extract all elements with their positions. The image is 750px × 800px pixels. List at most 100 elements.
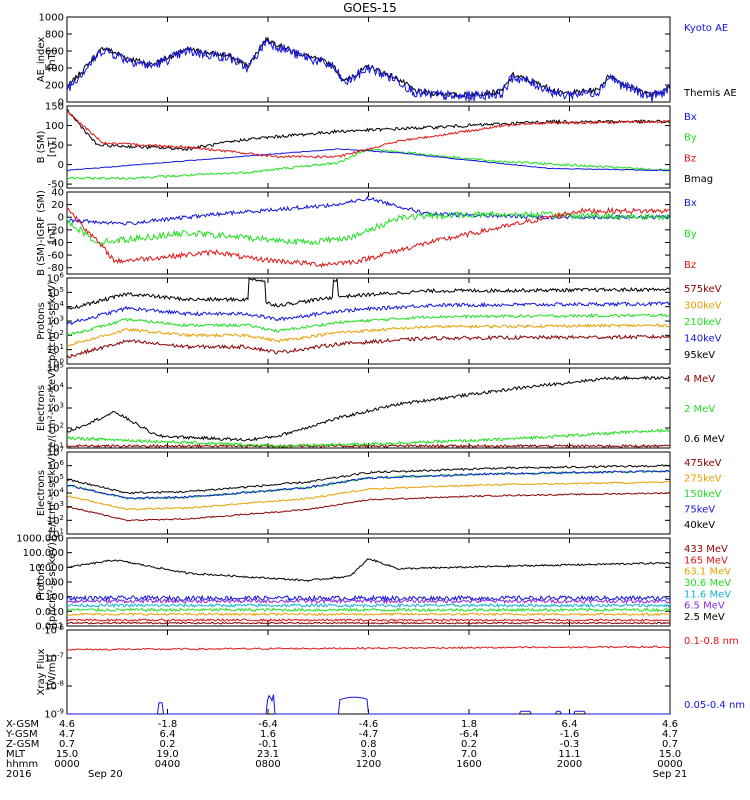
footer-value: 15.0 xyxy=(659,749,681,760)
series-bz xyxy=(66,206,671,269)
legend-by: By xyxy=(684,229,697,240)
footer-value: 11.1 xyxy=(558,749,580,760)
footer-value: 1600 xyxy=(456,759,481,770)
footer-row-label: 2016 xyxy=(6,769,31,780)
footer-value: 1200 xyxy=(356,759,381,770)
series-bz xyxy=(66,110,670,159)
legend-2-mev: 2 MeV xyxy=(684,404,715,415)
y-axis-label: Protons xyxy=(36,302,47,339)
legend-by: By xyxy=(684,133,697,144)
y-tick-label: 1.000 xyxy=(35,578,64,589)
series-bx xyxy=(66,195,671,226)
legend-210kev: 210keV xyxy=(684,317,722,328)
footer-row-label: X-GSM xyxy=(6,719,39,730)
footer-value: -0.3 xyxy=(560,739,580,750)
y-axis-label: Electrons xyxy=(36,385,47,431)
y-axis-label: Protons xyxy=(36,563,47,600)
legend-0-6-mev: 0.6 MeV xyxy=(684,434,725,445)
series-by xyxy=(66,148,671,181)
footer-value: Sep 21 xyxy=(653,769,688,780)
series-40kev xyxy=(66,464,671,495)
y-tick-label: 20 xyxy=(51,200,64,211)
legend-bx: Bx xyxy=(684,112,697,123)
y-tick-label: 1000.000 xyxy=(16,534,64,545)
panel-frame xyxy=(66,629,671,715)
y-axis-label: [p/(cm²-s-sr-keV)] xyxy=(47,538,58,626)
series-300kev xyxy=(66,323,671,347)
series-63.1mev xyxy=(66,612,671,617)
footer-value: Sep 20 xyxy=(88,769,123,780)
footer-row-label: Y-GSM xyxy=(5,729,38,740)
y-axis-label: [nT] xyxy=(47,137,58,157)
series-165mev xyxy=(66,618,671,623)
y-tick-label: 0.100 xyxy=(35,592,64,603)
y-axis-label: Xray Flux xyxy=(36,648,47,695)
legend-63-1-mev: 63.1 MeV xyxy=(684,567,731,578)
footer-value: 15.0 xyxy=(56,749,78,760)
series-6.5mev xyxy=(66,594,671,602)
panel-2: -50 0 50 100 150 B (SM) [nT] Bx By Bz Bmag xyxy=(36,102,713,191)
y-tick-label: -80 xyxy=(48,263,64,274)
series-210kev xyxy=(66,313,671,337)
series-4mev xyxy=(66,443,671,449)
footer-value: 3.0 xyxy=(361,749,377,760)
footer-row-label: hhmm xyxy=(6,759,38,770)
legend-475kev: 475keV xyxy=(684,458,722,469)
legend-165-mev: 165 MeV xyxy=(684,555,728,566)
footer-value: -4.6 xyxy=(359,719,379,730)
series-0.6mev xyxy=(66,375,671,442)
y-tick-label: 40 xyxy=(51,188,64,199)
panel-frame xyxy=(66,451,671,535)
y-tick-label: 400 xyxy=(45,64,64,75)
legend-575kev: 575keV xyxy=(684,284,722,295)
y-tick-label: 10-6 xyxy=(44,624,64,637)
y-axis-label: Electrons xyxy=(36,470,47,516)
panel-frame xyxy=(66,191,671,275)
y-tick-label: 600 xyxy=(45,47,64,58)
footer-row-label: Z-GSM xyxy=(6,739,39,750)
series-kyoto-ae xyxy=(66,38,671,102)
footer-value: 2000 xyxy=(557,759,582,770)
footer-value: 0800 xyxy=(255,759,280,770)
legend-bz: Bz xyxy=(684,260,696,271)
legend-433-mev: 433 MeV xyxy=(684,544,728,555)
panel-1: 0 200 400 600 800 1000 AE_index [nT] Kyoto AE The… xyxy=(36,13,737,109)
series-2.5mev xyxy=(66,558,671,583)
legend-40kev: 40keV xyxy=(684,520,715,531)
footer-value: 19.0 xyxy=(156,749,178,760)
legend-themis-ae: Themis AE xyxy=(683,88,737,99)
series-30.6mev xyxy=(66,607,671,613)
series-6.5mev-b xyxy=(66,598,671,605)
series-75kev xyxy=(66,469,671,500)
footer-value: 1.6 xyxy=(260,729,276,740)
footer-value: 0.7 xyxy=(662,739,678,750)
chart-title: GOES-15 xyxy=(343,1,397,15)
legend-140kev: 140keV xyxy=(684,334,722,345)
legend-95kev: 95keV xyxy=(684,350,715,361)
series-140kev xyxy=(66,301,671,326)
footer-value: 0.8 xyxy=(361,739,377,750)
legend-6-5-mev: 6.5 MeV xyxy=(684,601,725,612)
footer-value: -1.8 xyxy=(158,719,178,730)
panel-7: 1000.000 100.000 10.000 1.000 0.100 0.010 0.00… xyxy=(16,534,731,633)
y-axis-label: AE_index xyxy=(36,37,47,83)
footer-value: -4.7 xyxy=(359,729,379,740)
y-tick-label: 0 xyxy=(58,160,64,171)
legend-300kev: 300keV xyxy=(684,301,722,312)
footer-value: 7.0 xyxy=(461,749,477,760)
series-bx xyxy=(66,148,671,172)
series-575kev xyxy=(66,333,671,359)
footer-value: -1.6 xyxy=(560,729,580,740)
footer-value: 1.8 xyxy=(461,719,477,730)
series-0.1-0.8nm xyxy=(66,645,671,651)
orbit-footer: X-GSMY-GSMZ-GSMMLThhmm20164.64.70.715.00… xyxy=(5,719,687,780)
y-axis-label: [nT] xyxy=(47,49,58,69)
y-tick-label: -60 xyxy=(48,251,64,262)
y-tick-label: -50 xyxy=(48,180,64,191)
y-axis-label: [nT] xyxy=(47,223,58,243)
y-tick-label: 100.000 xyxy=(23,548,64,559)
